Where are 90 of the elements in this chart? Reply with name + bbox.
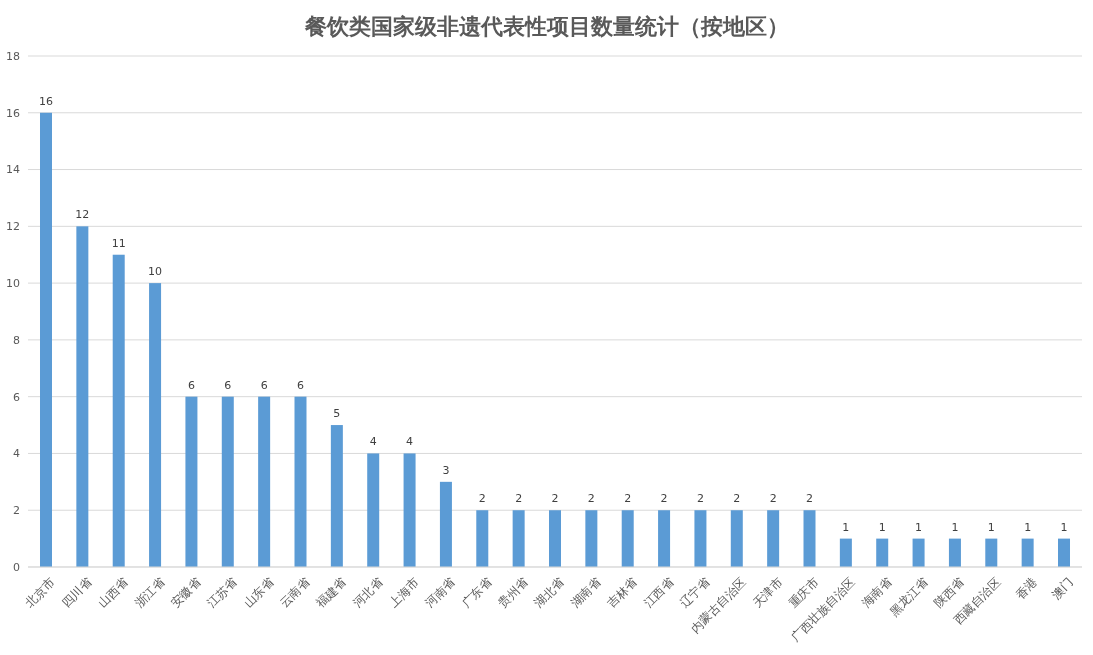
y-tick-label: 10: [6, 276, 20, 290]
bar: [948, 538, 961, 567]
data-label: 16: [39, 94, 53, 108]
data-label: 2: [696, 492, 704, 506]
bar: [1021, 538, 1034, 567]
data-label: 2: [806, 492, 813, 506]
x-tick-label: 山西省: [95, 575, 131, 611]
data-label: 1: [1024, 520, 1032, 534]
bar: [912, 538, 925, 567]
bar: [585, 510, 598, 567]
y-tick-label: 8: [13, 333, 20, 347]
data-label: 6: [224, 378, 232, 392]
x-tick-label: 安徽省: [168, 575, 204, 611]
data-label: 2: [587, 492, 595, 506]
x-tick-label: 天津市: [749, 575, 786, 611]
data-label: 12: [75, 208, 90, 222]
data-label: 2: [551, 492, 559, 506]
data-label: 1: [915, 520, 923, 534]
data-label: 2: [733, 492, 741, 506]
bar: [367, 453, 380, 567]
bar: [221, 396, 234, 567]
x-tick-label: 四川省: [59, 575, 95, 611]
bar: [330, 425, 343, 567]
data-label: 6: [187, 378, 195, 392]
y-tick-label: 12: [6, 220, 20, 234]
bar: [658, 510, 671, 567]
data-label: 2: [624, 492, 632, 506]
y-tick-label: 6: [13, 390, 20, 404]
x-tick-label: 吉林省: [604, 575, 640, 611]
data-label: 6: [260, 378, 268, 392]
data-label: 1: [1060, 520, 1068, 534]
bar: [294, 396, 307, 567]
data-label: 5: [333, 407, 341, 421]
x-tick-label: 江苏省: [204, 575, 240, 611]
x-tick-label: 北京市: [22, 575, 59, 611]
bar: [403, 453, 416, 567]
x-tick-label: 贵州省: [495, 575, 531, 611]
x-tick-label: 湖南省: [568, 575, 604, 611]
y-tick-label: 14: [6, 163, 20, 177]
y-tick-label: 2: [13, 504, 20, 518]
chart-title: 餐饮类国家级非遗代表性项目数量统计（按地区）: [303, 14, 789, 39]
bar: [149, 283, 162, 567]
y-tick-label: 4: [13, 447, 20, 461]
data-label: 3: [442, 463, 450, 477]
bar: [621, 510, 634, 567]
x-tick-label: 福建省: [313, 575, 349, 611]
data-label: 2: [515, 492, 523, 506]
x-tick-label: 湖北省: [531, 575, 568, 611]
x-tick-label: 澳门: [1049, 575, 1077, 603]
data-label: 4: [369, 435, 377, 449]
x-tick-label: 上海市: [386, 575, 422, 611]
data-label: 2: [769, 492, 777, 506]
data-label: 11: [111, 236, 126, 250]
x-tick-label: 江西省: [640, 575, 677, 611]
data-label: 1: [951, 520, 959, 534]
data-label: 1: [987, 520, 995, 534]
data-label: 1: [878, 520, 886, 534]
data-label: 10: [148, 265, 163, 279]
bar: [40, 112, 52, 567]
x-tick-label: 河北省: [349, 575, 386, 611]
bar: [185, 396, 198, 567]
bar: [839, 538, 852, 567]
y-tick-label: 0: [13, 560, 20, 574]
bar: [512, 510, 525, 567]
bar: [258, 396, 271, 567]
bar: [76, 226, 89, 567]
data-label: 2: [660, 492, 668, 506]
bar: [1058, 538, 1070, 567]
x-tick-label: 香港: [1012, 575, 1040, 603]
x-tick-label: 广东省: [458, 575, 495, 611]
bar: [730, 510, 743, 567]
bar: [439, 481, 452, 567]
x-tick-label: 山东省: [240, 575, 277, 611]
bar: [876, 538, 889, 567]
bar: [549, 510, 561, 567]
y-tick-label: 18: [6, 49, 20, 63]
x-tick-label: 浙江省: [131, 575, 168, 611]
bar: [476, 510, 489, 567]
data-label: 4: [406, 435, 414, 449]
bar: [767, 510, 780, 567]
data-label: 6: [297, 378, 304, 392]
data-label: 1: [842, 520, 850, 534]
bar: [112, 254, 125, 567]
bar: [803, 510, 816, 567]
x-tick-label: 云南省: [277, 575, 313, 611]
bar: [694, 510, 707, 567]
bar: [985, 538, 998, 567]
y-tick-label: 16: [6, 106, 20, 120]
data-label: 2: [478, 492, 486, 506]
x-tick-label: 河南省: [422, 575, 458, 611]
